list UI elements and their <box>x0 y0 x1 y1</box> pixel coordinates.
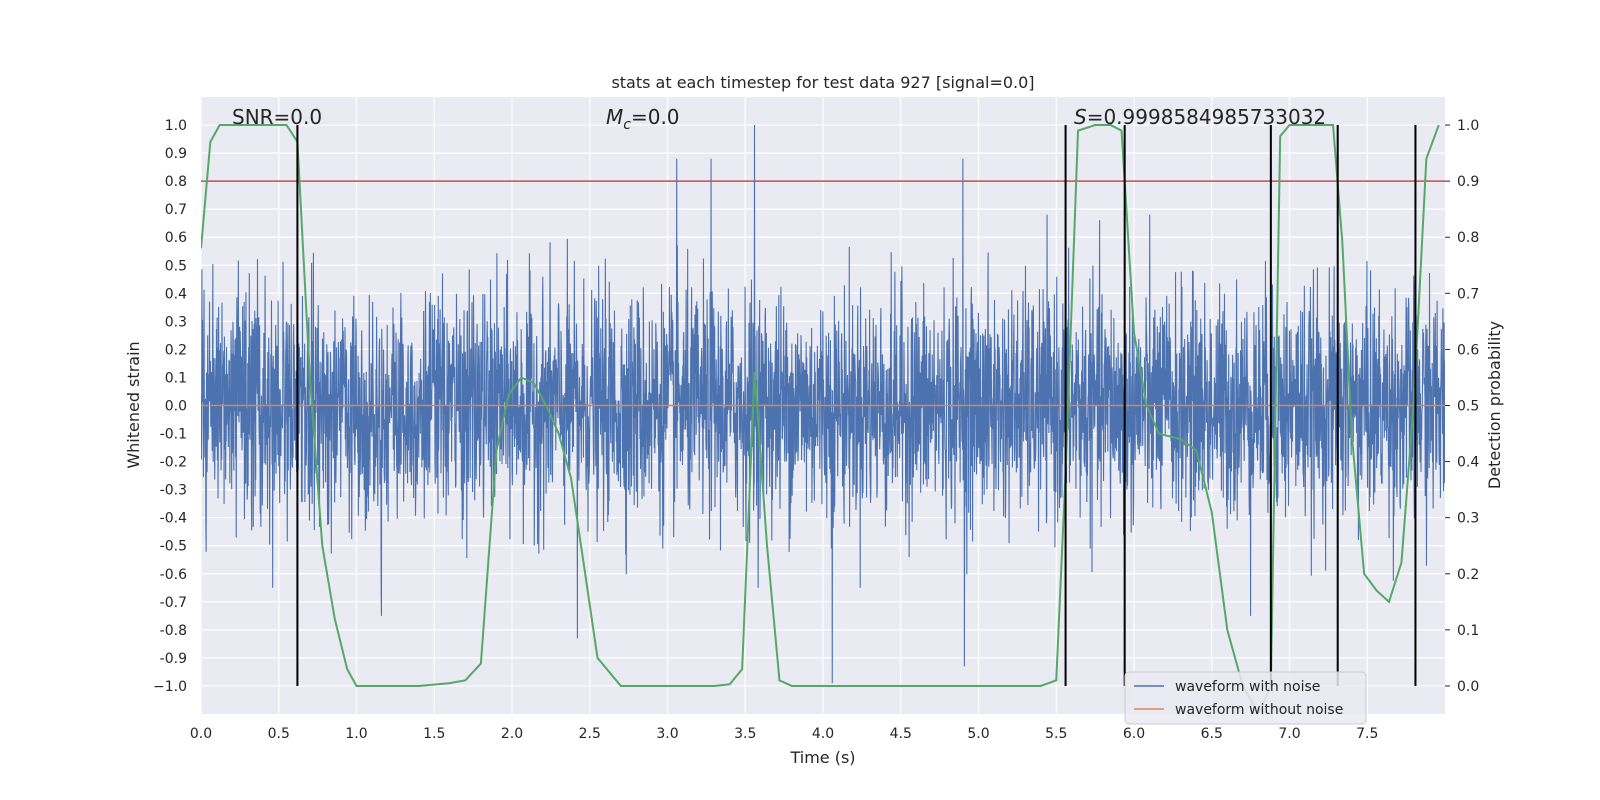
y-left-tick-label: -0.9 <box>160 651 187 667</box>
mc-value: =0.0 <box>631 105 680 129</box>
mc-symbol: M <box>606 105 623 129</box>
noise-waveform <box>201 125 1445 684</box>
y-left-tick-label: 0.9 <box>165 146 187 162</box>
y-left-tick-label: 0.3 <box>165 314 187 330</box>
y-left-tick-label: −1.0 <box>153 679 187 695</box>
x-axis-label: Time (s) <box>789 748 855 767</box>
snr-annotation: SNR=0.0 <box>232 105 322 129</box>
mc-subscript: c <box>623 117 631 133</box>
vertical-markers <box>296 125 1417 686</box>
y-right-tick-label: 0.0 <box>1457 679 1479 695</box>
probability-series-line <box>201 124 1440 714</box>
y-right-tick-label: 0.7 <box>1457 286 1479 302</box>
y-left-tick-label: -0.5 <box>160 539 187 555</box>
noise-series-line <box>201 125 1445 684</box>
y-left-tick-label: 0.5 <box>165 258 187 274</box>
y-left-tick-label: -0.3 <box>160 483 187 499</box>
y-left-tick-label: -0.8 <box>160 623 187 639</box>
y-right-tick-label: 0.5 <box>1457 399 1479 415</box>
x-tick-label: 1.5 <box>423 726 445 742</box>
y-right-tick-label: 0.3 <box>1457 511 1479 527</box>
y-right-tick-label: 0.6 <box>1457 342 1479 358</box>
s-value: =0.9998584985733032 <box>1087 105 1326 129</box>
x-tick-label: 4.0 <box>812 726 834 742</box>
chart-title: stats at each timestep for test data 927… <box>611 73 1034 92</box>
y-axis-left-label: Whitened strain <box>124 341 143 468</box>
y-left-tick-label: -0.1 <box>160 427 187 443</box>
y-right-tick-label: 1.0 <box>1457 118 1479 134</box>
y-left-tick-label: 0.8 <box>165 174 187 190</box>
y-left-tick-label: -0.7 <box>160 595 187 611</box>
y-left-tick-label: 0.4 <box>165 286 187 302</box>
y-left-tick-label: 0.1 <box>165 370 187 386</box>
legend-label-noise: waveform with noise <box>1175 679 1320 695</box>
y-right-tick-label: 0.9 <box>1457 174 1479 190</box>
legend: waveform with noise waveform without noi… <box>1124 671 1367 725</box>
y-right-tick-label: 0.2 <box>1457 567 1479 583</box>
y-left-tick-label: 0.2 <box>165 342 187 358</box>
y-left-tick-label: -0.6 <box>160 567 187 583</box>
y-right-tick-label: 0.4 <box>1457 455 1479 471</box>
y-right-tick-label: 0.8 <box>1457 230 1479 246</box>
y-axis-right-ticks: 1.0 0.9 0.8 0.7 0.6 0.5 0.4 0.3 0.2 0.1 0.0 <box>1445 118 1479 695</box>
s-symbol: S <box>1074 105 1087 129</box>
x-tick-label: 0.0 <box>190 726 212 742</box>
legend-label-clean: waveform without noise <box>1175 702 1343 718</box>
legend-box <box>1124 671 1367 725</box>
x-tick-label: 3.5 <box>734 726 756 742</box>
y-axis-right-label: Detection probability <box>1485 321 1504 489</box>
y-left-tick-label: -0.2 <box>160 455 187 471</box>
x-tick-label: 3.0 <box>656 726 678 742</box>
x-tick-label: 0.5 <box>268 726 290 742</box>
chirp-mass-annotation: Mc=0.0 <box>606 105 680 133</box>
y-left-tick-label: 0.7 <box>165 202 187 218</box>
x-tick-label: 4.5 <box>890 726 912 742</box>
x-tick-label: 5.5 <box>1045 726 1067 742</box>
y-right-tick-label: 0.1 <box>1457 623 1479 639</box>
x-tick-label: 6.5 <box>1201 726 1223 742</box>
y-left-tick-label: -0.4 <box>160 511 187 527</box>
y-left-tick-label: 0.6 <box>165 230 187 246</box>
x-tick-label: 1.0 <box>345 726 367 742</box>
x-tick-label: 2.0 <box>501 726 523 742</box>
x-axis-ticks: 0.0 0.5 1.0 1.5 2.0 2.5 3.0 3.5 4.0 4.5 5.0 5.5 6.0 6… <box>190 726 1379 742</box>
x-tick-label: 5.0 <box>967 726 989 742</box>
y-left-tick-label: 1.0 <box>165 118 187 134</box>
x-tick-label: 6.0 <box>1123 726 1145 742</box>
x-tick-label: 7.5 <box>1356 726 1378 742</box>
x-tick-label: 2.5 <box>579 726 601 742</box>
y-left-tick-label: 0.0 <box>165 399 187 415</box>
x-tick-label: 7.0 <box>1278 726 1300 742</box>
y-axis-left-ticks: 1.0 0.9 0.8 0.7 0.6 0.5 0.4 0.3 0.2 0.1 0.0 -0.1 -0.… <box>153 118 187 695</box>
score-annotation: S=0.9998584985733032 <box>1074 105 1326 129</box>
probability-curve <box>201 124 1440 714</box>
